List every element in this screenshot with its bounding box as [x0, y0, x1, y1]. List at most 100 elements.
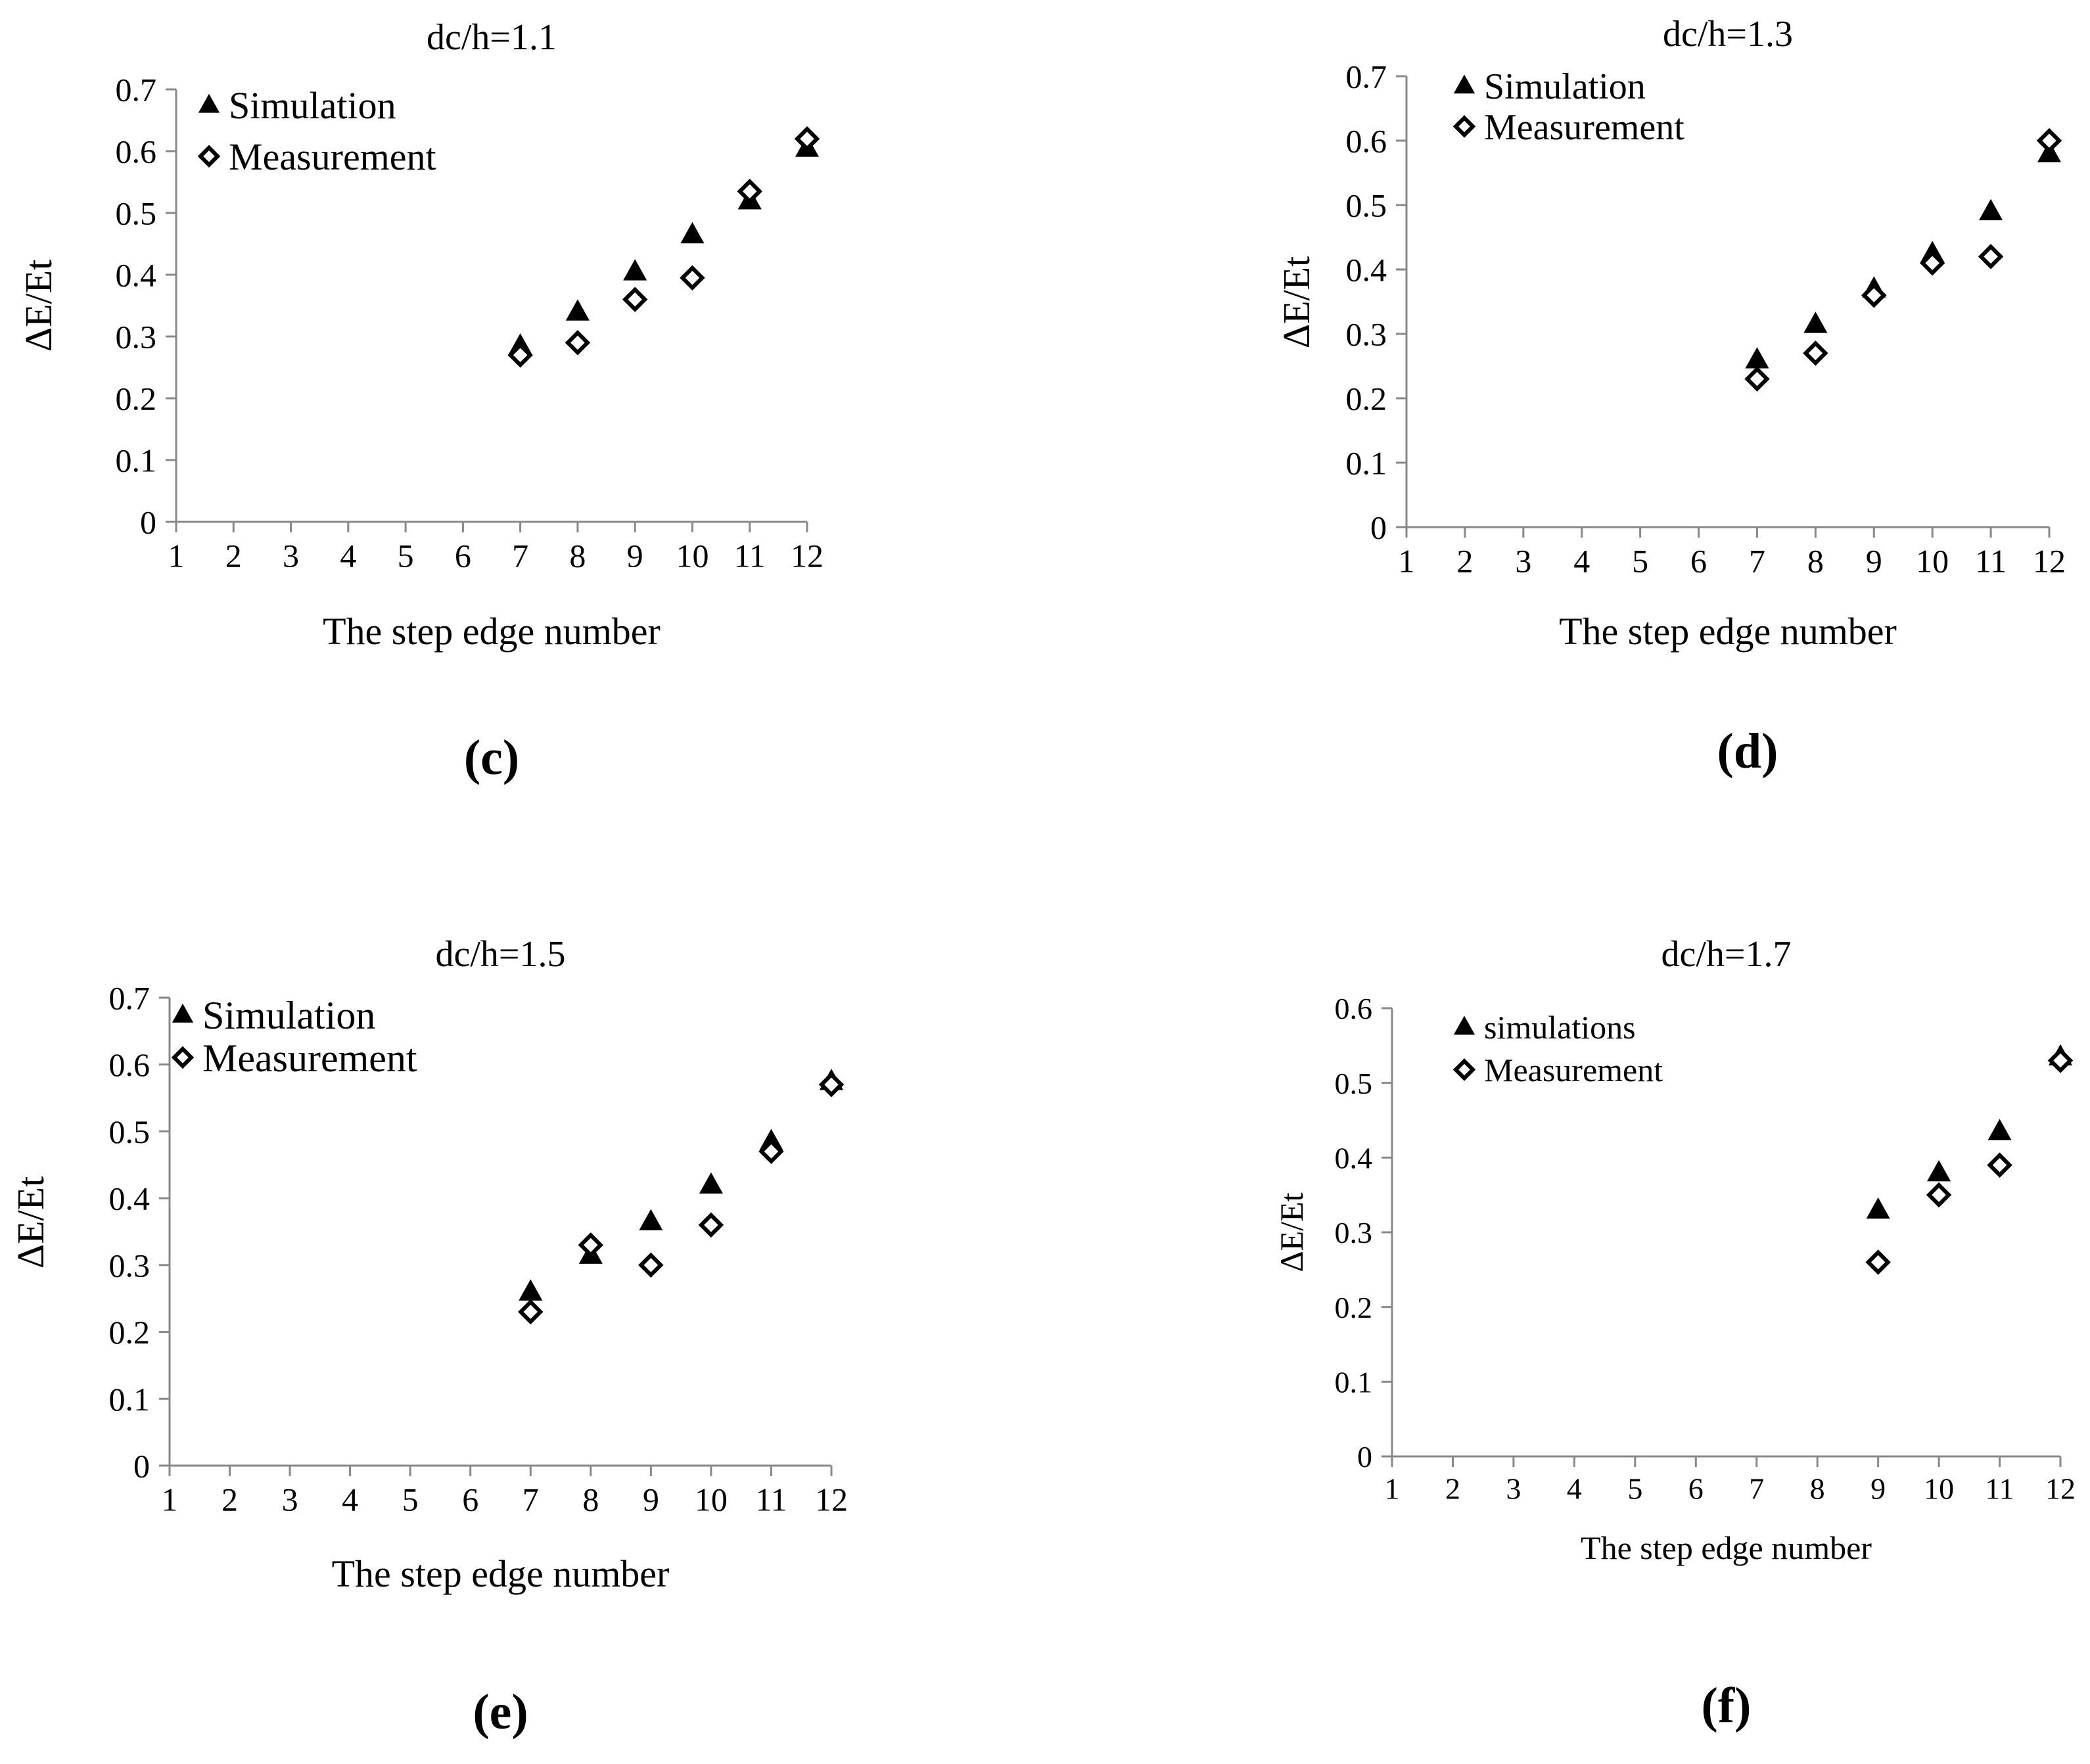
measurement-point	[638, 1252, 664, 1278]
legend-label: Simulation	[1484, 66, 1646, 107]
simulation-point	[1866, 1197, 1890, 1219]
series-0	[1866, 1044, 2073, 1219]
y-tick-label: 0.4	[1335, 1141, 1373, 1174]
x-tick-label: 11	[755, 1481, 787, 1518]
x-tick-label: 9	[627, 538, 643, 574]
series-1	[1865, 1048, 2074, 1275]
measurement-point	[1803, 340, 1828, 366]
chart-title: dc/h=1.3	[1663, 14, 1793, 55]
y-axis-label: ΔE/Et	[1273, 1192, 1310, 1272]
legend-measurement-marker	[1452, 115, 1476, 138]
x-tick-label: 11	[734, 538, 766, 574]
x-tick-label: 2	[221, 1481, 238, 1518]
legend: Simulation Measurement	[197, 84, 436, 178]
measurement-point	[794, 126, 820, 152]
x-tick-label: 10	[695, 1481, 728, 1518]
measurement-point	[818, 1071, 845, 1098]
y-tick-label: 0.2	[1346, 381, 1387, 417]
series-0	[508, 135, 820, 355]
legend-label: Measurement	[202, 1036, 417, 1080]
simulation-point	[699, 1172, 723, 1194]
x-tick-label: 6	[462, 1481, 478, 1518]
measurement-point	[565, 330, 591, 356]
legend: simulations Measurement	[1452, 1009, 1663, 1088]
chart-title: dc/h=1.5	[436, 934, 566, 975]
y-tick-label: 0.2	[1335, 1291, 1373, 1324]
y-tick-label: 0.3	[116, 319, 157, 356]
measurement-point	[758, 1138, 784, 1165]
chart-panel-f: dc/h=1.700.10.20.30.40.50.61 2 3 4 5 6 7 8 9 10 11…	[1273, 934, 2076, 1733]
legend-label: Measurement	[229, 135, 436, 178]
x-tick-label: 2	[1456, 543, 1473, 580]
x-tick-label: 8	[582, 1481, 599, 1518]
y-tick-label: 0.5	[109, 1113, 151, 1150]
x-tick-label: 12	[2033, 543, 2066, 580]
legend-measurement-marker	[197, 145, 221, 168]
y-tick-label: 0.7	[109, 980, 151, 1017]
measurement-point	[2047, 1048, 2074, 1073]
x-tick-label: 3	[282, 1481, 298, 1518]
x-tick-label: 5	[1627, 1472, 1642, 1505]
x-tick-label: 9	[1866, 543, 1882, 580]
series-0	[1745, 141, 2062, 369]
measurement-point	[1926, 1182, 1952, 1208]
x-tick-label: 8	[569, 538, 586, 574]
x-tick-label: 1	[1399, 543, 1415, 580]
y-tick-label: 0.4	[1346, 252, 1387, 289]
series-1	[1744, 128, 2062, 392]
x-tick-label: 1	[1385, 1472, 1400, 1505]
measurement-point	[578, 1232, 604, 1258]
chart-panel-e: dc/h=1.500.10.20.30.40.50.60.71 2 3 4 5 6 7 8 9 1…	[9, 934, 848, 1740]
measurement-point	[680, 265, 705, 290]
x-tick-label: 12	[815, 1481, 848, 1518]
x-tick-label: 1	[168, 538, 185, 574]
series-0	[519, 1069, 844, 1301]
legend-simulation-marker	[198, 93, 220, 113]
panel-caption: (d)	[1717, 724, 1778, 779]
x-tick-label: 11	[1975, 543, 2007, 580]
x-tick-label: 4	[340, 538, 356, 574]
simulation-point	[680, 221, 705, 244]
measurement-point	[698, 1212, 724, 1238]
panel-caption: (e)	[473, 1684, 528, 1740]
simulation-point	[1745, 347, 1769, 369]
chart-title: dc/h=1.7	[1661, 934, 1792, 975]
y-tick-label: 0.7	[116, 72, 157, 108]
legend-label: Simulation	[202, 994, 375, 1037]
y-tick-label: 0.2	[116, 381, 157, 417]
x-tick-label: 10	[1916, 543, 1949, 580]
y-tick-label: 0.7	[1346, 58, 1387, 95]
x-tick-label: 7	[512, 538, 528, 574]
measurement-point	[2036, 128, 2062, 154]
y-tick-label: 0.4	[109, 1180, 151, 1217]
y-axis-label: ΔE/Et	[1275, 256, 1318, 348]
x-axis-label: The step edge number	[1559, 610, 1897, 653]
x-tick-label: 12	[2045, 1472, 2076, 1505]
y-tick-label: 0.1	[1346, 445, 1387, 482]
y-tick-label: 0.3	[109, 1247, 151, 1284]
measurement-point	[1861, 282, 1887, 308]
measurement-point	[1987, 1152, 2012, 1178]
x-tick-label: 4	[1573, 543, 1590, 580]
y-tick-label: 0.1	[1335, 1365, 1373, 1399]
y-tick-label: 0.1	[109, 1381, 151, 1418]
y-tick-label: 0.6	[116, 133, 157, 170]
simulation-point	[623, 259, 647, 281]
simulation-point	[1987, 1119, 2012, 1140]
x-tick-label: 4	[342, 1481, 358, 1518]
x-tick-label: 7	[522, 1481, 539, 1518]
measurement-point	[1919, 250, 1945, 276]
legend-simulation-marker	[172, 1004, 194, 1023]
x-tick-label: 3	[1515, 543, 1531, 580]
legend-measurement-marker	[171, 1046, 195, 1069]
x-axis-label: The step edge number	[1581, 1529, 1872, 1566]
y-tick-label: 0.6	[1335, 992, 1373, 1025]
simulation-point	[639, 1209, 663, 1231]
y-tick-label: 0	[140, 504, 156, 541]
x-tick-label: 10	[676, 538, 708, 574]
chart-title: dc/h=1.1	[427, 17, 557, 58]
legend-label: Simulation	[229, 84, 396, 127]
y-tick-label: 0	[1370, 509, 1387, 546]
y-tick-label: 0.5	[1346, 187, 1387, 224]
x-tick-label: 6	[1690, 543, 1707, 580]
